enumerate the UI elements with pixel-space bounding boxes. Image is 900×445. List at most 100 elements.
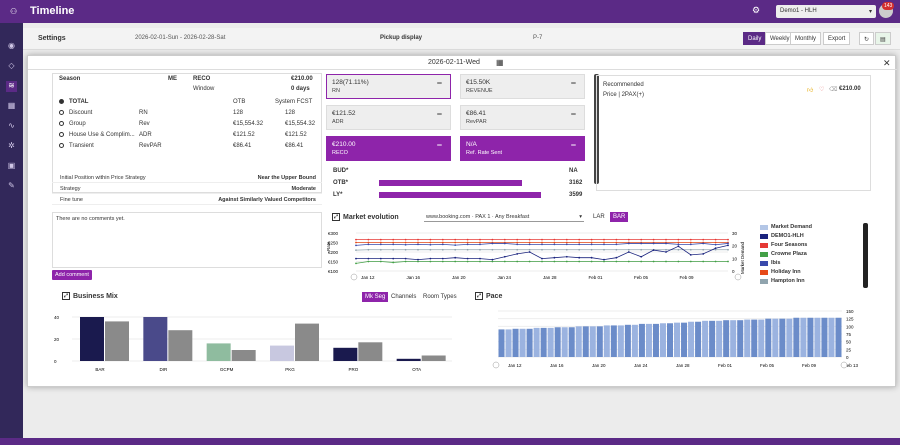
y2-axis-label: Market Demand — [740, 241, 745, 274]
otb-value: 128 — [233, 110, 244, 116]
series-point — [516, 243, 519, 246]
y-tick: 40 — [54, 315, 60, 320]
legend-label: Crowne Plaza — [771, 251, 807, 257]
gear-icon[interactable]: ✲ — [8, 141, 15, 150]
radio-icon — [59, 132, 64, 137]
range-handle[interactable] — [350, 273, 358, 281]
x-tick: Jan 12 — [508, 363, 522, 368]
binoculars-icon[interactable]: ◉ — [8, 41, 15, 50]
series-point — [379, 241, 382, 244]
series-point — [454, 244, 457, 247]
legend-item[interactable]: Four Seasons — [760, 242, 812, 251]
hotel-select[interactable]: Demo1 - HLH ▾ — [776, 5, 876, 18]
legend-item[interactable]: Crowne Plaza — [760, 251, 812, 260]
metric-name: ADR — [139, 132, 152, 138]
segment-radio[interactable] — [59, 143, 67, 149]
series-point — [578, 241, 581, 244]
kv-key: Fine tune — [60, 197, 83, 203]
tab-mk-seg[interactable]: Mk Seg — [362, 292, 389, 302]
expand-icon[interactable]: ⤢ — [62, 292, 70, 300]
trend-icon[interactable]: ∿ — [8, 121, 15, 130]
segment-radio[interactable] — [59, 132, 67, 138]
minus-icon[interactable]: − — [436, 78, 442, 88]
trash-icon[interactable]: ⌫ — [829, 87, 838, 93]
segment-radio[interactable] — [59, 121, 67, 127]
channel-select[interactable]: www.booking.com · PAX 1 · Any Breakfast ▾ — [424, 213, 584, 222]
expand-icon[interactable]: ⤢ — [475, 292, 483, 300]
card-revenue[interactable]: €15.50K REVENUE − — [460, 74, 585, 99]
card-value: 128(71.11%) — [332, 79, 369, 86]
minus-icon[interactable]: − — [436, 109, 442, 119]
pace-bar — [751, 319, 758, 357]
x-tick: Jan 28 — [543, 275, 557, 280]
legend-scrollbar[interactable] — [863, 223, 868, 288]
card-reco[interactable]: €210.00 RECO − — [326, 136, 451, 161]
view-daily-button[interactable]: Daily — [743, 32, 767, 45]
legend-label: Hampton Inn — [771, 278, 805, 284]
card-ref-rate[interactable]: N/A Ref. Rate Sent − — [460, 136, 585, 161]
thumbs-up-icon[interactable]: 👍︎ — [807, 88, 814, 94]
x-tick: BAR — [95, 367, 105, 372]
range-handle[interactable] — [734, 273, 742, 281]
minus-icon[interactable]: − — [436, 140, 442, 150]
pace-bar — [807, 317, 814, 357]
bar-toggle[interactable]: BAR — [610, 212, 629, 222]
heart-icon[interactable]: ♡ — [819, 87, 825, 93]
series-point — [503, 238, 506, 241]
x-tick: GCPM — [220, 367, 234, 372]
range-handle[interactable] — [840, 361, 848, 369]
close-icon[interactable]: ✕ — [883, 58, 891, 68]
calendar-icon[interactable]: ▣ — [7, 161, 16, 170]
pace-bar — [561, 327, 568, 357]
view-monthly-button[interactable]: Monthly — [790, 32, 822, 45]
pickup-select[interactable]: P-7 — [533, 35, 543, 41]
series-point — [441, 238, 444, 241]
card-revpar[interactable]: €86.41 RevPAR − — [460, 105, 585, 130]
y-axis-label: Rate — [326, 241, 331, 251]
calendar-icon[interactable]: ▦ — [496, 58, 504, 67]
series-point — [516, 248, 519, 251]
add-comment-button[interactable]: Add comment — [52, 270, 92, 280]
minus-icon[interactable]: − — [570, 78, 576, 88]
series-point — [404, 238, 407, 241]
series-point — [528, 243, 531, 246]
date-range-select[interactable]: 2026-02-01-Sun - 2026-02-28-Sat — [135, 35, 226, 41]
tab-channels[interactable]: Channels — [391, 294, 417, 300]
gear-icon[interactable]: ⚙ — [752, 5, 761, 15]
view-weekly-button[interactable]: Weekly — [765, 32, 795, 45]
x-tick: Jan 28 — [676, 363, 690, 368]
lar-toggle[interactable]: LAR — [593, 214, 605, 220]
range-handle[interactable] — [492, 361, 500, 369]
series-point — [714, 260, 717, 263]
bar — [231, 350, 256, 361]
series-point — [727, 242, 729, 245]
excel-icon[interactable]: ▤ — [875, 32, 891, 45]
legend-item[interactable]: Market Demand — [760, 224, 812, 233]
refresh-icon[interactable]: ↻ — [859, 32, 875, 45]
expand-icon[interactable]: ⤢ — [332, 213, 340, 221]
legend-item[interactable]: Ibis — [760, 260, 812, 269]
export-button[interactable]: Export — [823, 32, 851, 45]
legend-item[interactable]: DEMO1-HLH — [760, 233, 812, 242]
pace-bar — [652, 323, 659, 357]
grid-icon[interactable]: ▦ — [7, 101, 16, 110]
series-point — [627, 251, 630, 253]
card-adr[interactable]: €121.52 ADR − — [326, 105, 451, 130]
segment-radio[interactable] — [59, 110, 67, 116]
legend-item[interactable]: Hampton Inn — [760, 278, 812, 287]
segment-radio[interactable] — [59, 99, 67, 105]
window-label: Window — [193, 86, 215, 92]
x-tick: Jan 12 — [361, 275, 375, 280]
timeline-icon[interactable]: ≋ — [6, 81, 17, 92]
minus-icon[interactable]: − — [570, 140, 576, 150]
comment-box[interactable]: There are no comments yet. — [52, 212, 322, 268]
legend-item[interactable]: Holiday Inn — [760, 269, 812, 278]
diamond-icon[interactable]: ◇ — [8, 61, 15, 70]
minus-icon[interactable]: − — [570, 109, 576, 119]
tab-room-types[interactable]: Room Types — [423, 294, 457, 300]
wrench-icon[interactable]: ✎ — [8, 181, 15, 190]
x-tick: Feb 01 — [589, 275, 604, 280]
card-rn[interactable]: 128(71.11%) RN − — [326, 74, 451, 99]
series-point — [516, 260, 519, 263]
series-point — [429, 260, 432, 263]
